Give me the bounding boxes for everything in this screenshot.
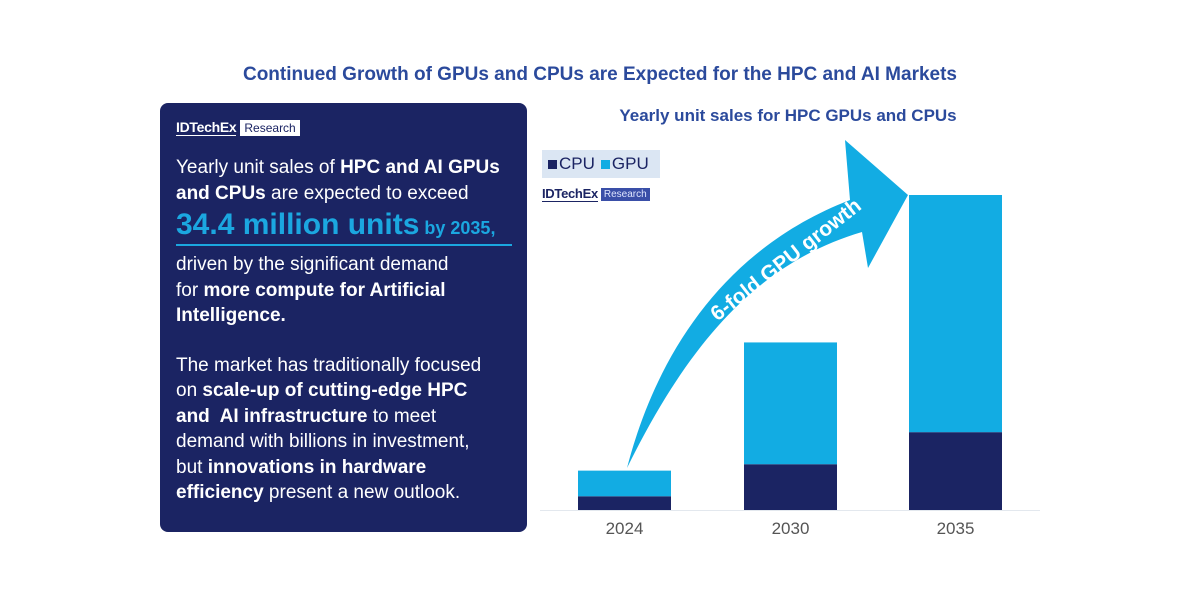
x-tick-label: 2030	[772, 519, 810, 538]
text-line: The market has traditionally focused	[176, 354, 482, 376]
legend-label: GPU	[611, 154, 649, 173]
logo-tag: Research	[600, 187, 650, 201]
bar-cpu-2030	[744, 464, 837, 510]
text-line: Yearly unit sales of HPC and AI GPUs	[176, 155, 512, 181]
text-line: demand with billions in investment,	[176, 431, 470, 452]
text: to meet	[367, 405, 437, 427]
text-line: on scale-up of cutting-edge HPC	[176, 378, 512, 404]
bold-text: more compute for Artificial	[203, 279, 446, 301]
cpu-swatch	[548, 160, 557, 169]
highlight-number: 34.4 million units	[176, 208, 420, 241]
bold-text: and AI infrastructure	[176, 405, 368, 427]
bar-cpu-2035	[909, 432, 1002, 510]
text-line: Intelligence.	[176, 303, 512, 329]
text: Yearly unit sales of	[176, 157, 341, 178]
bar-gpu-2030	[744, 342, 837, 465]
bold-text: HPC and AI GPUs	[340, 157, 500, 178]
text-line: and AI infrastructure to meet	[176, 404, 512, 430]
legend-item-gpu: GPU	[600, 154, 649, 174]
main-title: Continued Growth of GPUs and CPUs are Ex…	[242, 64, 957, 85]
logo-tag: Research	[240, 119, 300, 136]
legend-label: CPU	[559, 154, 595, 173]
chart-idtechex-logo: IDTechEx Research	[542, 186, 650, 202]
text-line: efficiency present a new outlook.	[176, 480, 512, 506]
bar-cpu-2024	[578, 496, 671, 510]
summary-panel: IDTechEx Research Yearly unit sales of H…	[160, 103, 527, 532]
chart-title: Yearly unit sales for HPC GPUs and CPUs	[619, 106, 957, 125]
bold-text: efficiency	[176, 482, 264, 503]
bold-text: innovations in hardware	[207, 456, 427, 478]
idtechex-logo: IDTechEx Research	[176, 119, 300, 136]
growth-arrow	[627, 140, 908, 468]
summary-text: Yearly unit sales of HPC and AI GPUs and…	[176, 155, 512, 506]
highlight-year: by 2035,	[419, 218, 496, 238]
gpu-swatch	[600, 160, 610, 169]
bold-text: scale-up of cutting-edge HPC	[202, 380, 468, 401]
legend-item-cpu: CPU	[548, 154, 595, 174]
logo-brand: IDTechEx	[176, 119, 237, 136]
x-tick-label: 2035	[937, 519, 975, 538]
bold-text: and CPUs	[176, 182, 266, 204]
legend: CPU GPU	[542, 150, 660, 178]
text: are expected to exceed	[265, 182, 469, 204]
logo-brand: IDTechEx	[542, 186, 598, 202]
text-line: for more compute for Artificial	[176, 278, 512, 304]
text: present a new outlook.	[263, 482, 461, 503]
text: but	[176, 456, 208, 478]
text-line: and CPUs are expected to exceed	[176, 181, 512, 207]
text: on	[176, 380, 203, 401]
bold-text: Intelligence.	[176, 305, 286, 326]
text: for	[176, 279, 204, 301]
text-line: driven by the significant demand	[176, 254, 449, 275]
headline-figure: 34.4 million units by 2035,	[176, 206, 512, 246]
text-line: but innovations in hardware	[176, 455, 512, 481]
bar-gpu-2035	[909, 195, 1002, 433]
bar-gpu-2024	[578, 470, 671, 497]
x-tick-label: 2024	[606, 519, 644, 538]
growth-annotation: 6-fold GPU growth	[706, 194, 865, 326]
